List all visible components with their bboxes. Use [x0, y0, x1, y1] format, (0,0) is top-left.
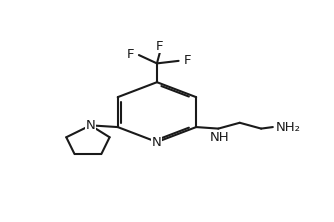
Text: NH: NH — [210, 131, 229, 144]
Text: N: N — [86, 119, 96, 132]
Text: F: F — [127, 48, 134, 61]
Text: F: F — [156, 40, 163, 53]
Text: N: N — [152, 135, 162, 149]
Text: F: F — [183, 54, 191, 67]
Text: NH₂: NH₂ — [276, 121, 301, 134]
